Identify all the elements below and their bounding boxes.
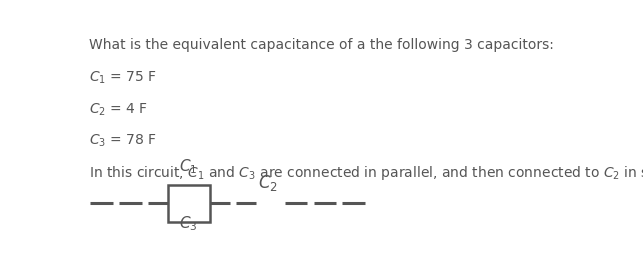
Text: $C_1$: $C_1$ (179, 156, 197, 175)
Text: $C_1$ = 75 F: $C_1$ = 75 F (89, 70, 158, 86)
Text: $C_3$: $C_3$ (179, 213, 197, 232)
Text: In this circuit, $C_1$ and $C_3$ are connected in parallel, and then connected t: In this circuit, $C_1$ and $C_3$ are con… (89, 164, 643, 181)
Text: $C_2$ = 4 F: $C_2$ = 4 F (89, 101, 149, 117)
Text: $C_3$ = 78 F: $C_3$ = 78 F (89, 132, 158, 149)
Bar (168, 185, 210, 222)
Text: $C_2$: $C_2$ (258, 172, 278, 192)
Text: What is the equivalent capacitance of a the following 3 capacitors:: What is the equivalent capacitance of a … (89, 38, 554, 52)
